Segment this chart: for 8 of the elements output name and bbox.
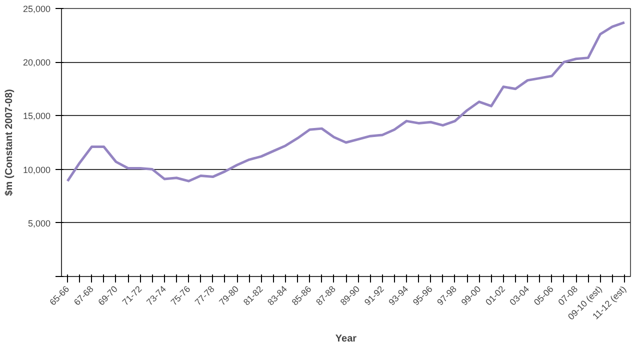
line-series [66, 21, 626, 182]
x-axis-title: Year [335, 333, 357, 344]
y-tick-label: 10,000 [22, 164, 51, 175]
y-tick-label: 15,000 [22, 111, 51, 122]
y-tick-label: 20,000 [22, 58, 51, 68]
y-tick-label: 25,000 [22, 4, 51, 14]
y-axis-title: $m (Constant 2007-08) [4, 89, 15, 196]
y-tick-label: 5,000 [28, 218, 51, 228]
